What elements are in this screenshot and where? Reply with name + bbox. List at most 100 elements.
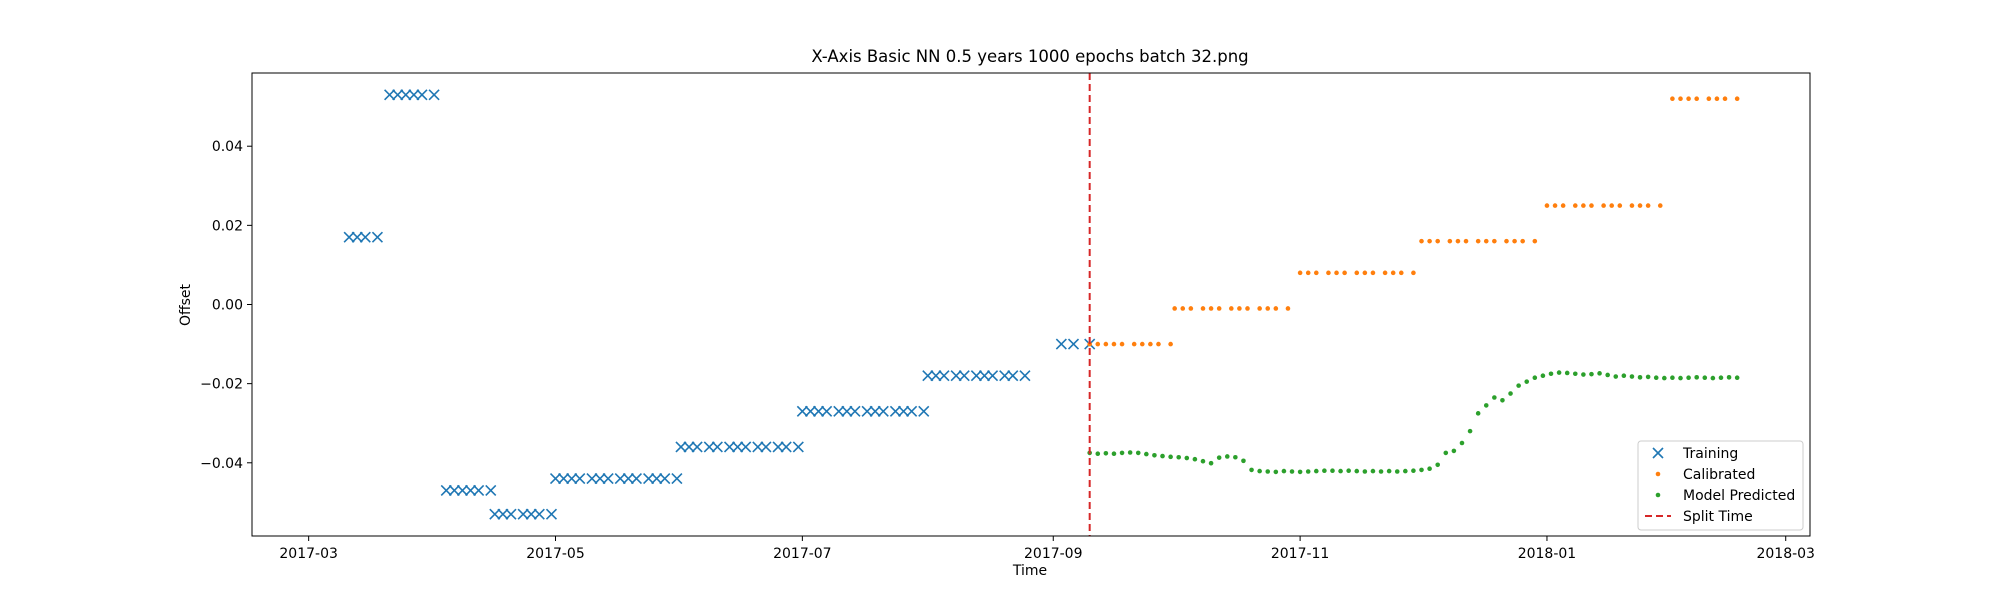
training-point bbox=[497, 508, 509, 520]
training-point bbox=[1055, 338, 1067, 350]
y-tick-label: 0.04 bbox=[212, 139, 243, 155]
series-model-predicted bbox=[1087, 370, 1740, 475]
training-point-stroke bbox=[740, 441, 752, 453]
training-point-stroke bbox=[772, 441, 784, 453]
calibrated-point bbox=[1714, 96, 1720, 102]
calibrated-point bbox=[1188, 306, 1194, 311]
training-point bbox=[877, 405, 889, 417]
predicted-point bbox=[1249, 467, 1254, 473]
training-point-stroke bbox=[517, 508, 529, 520]
training-point-stroke bbox=[683, 441, 695, 453]
predicted-point bbox=[1451, 448, 1457, 454]
training-point-stroke bbox=[643, 473, 655, 485]
training-point-stroke bbox=[473, 484, 485, 497]
calibrated-point bbox=[1103, 341, 1109, 347]
predicted-point bbox=[1273, 469, 1279, 475]
predicted-point bbox=[1475, 411, 1481, 416]
predicted-point bbox=[1144, 451, 1149, 457]
training-point bbox=[549, 473, 562, 485]
predicted-point bbox=[1095, 451, 1101, 456]
calibrated-point bbox=[1601, 203, 1606, 208]
training-point-stroke bbox=[485, 484, 497, 497]
predicted-point bbox=[1492, 395, 1497, 400]
calibrated-point bbox=[1572, 203, 1578, 208]
calibrated-point bbox=[1245, 306, 1250, 311]
calibrated-point bbox=[1617, 203, 1623, 208]
training-point bbox=[473, 484, 485, 497]
training-point bbox=[683, 441, 695, 453]
y-axis-label: Offset bbox=[178, 283, 194, 326]
training-point bbox=[711, 441, 723, 453]
predicted-point bbox=[1200, 458, 1206, 464]
training-point bbox=[456, 484, 468, 497]
training-point-stroke bbox=[796, 405, 808, 417]
training-point bbox=[723, 441, 736, 453]
series-training bbox=[343, 89, 1096, 520]
predicted-point bbox=[1338, 468, 1343, 474]
calibrated-point bbox=[1589, 203, 1594, 208]
predicted-point bbox=[1427, 466, 1432, 472]
training-point-stroke bbox=[906, 405, 918, 417]
training-point-stroke bbox=[889, 405, 901, 417]
training-point bbox=[558, 473, 570, 485]
predicted-point bbox=[1135, 450, 1141, 456]
calibrated-point bbox=[1139, 341, 1145, 347]
training-point-stroke bbox=[448, 484, 460, 497]
predicted-point bbox=[1394, 469, 1400, 474]
training-point-stroke bbox=[533, 508, 545, 520]
predicted-point bbox=[1540, 373, 1546, 379]
training-point bbox=[1019, 370, 1031, 382]
training-point-stroke bbox=[792, 441, 804, 453]
legend-label: Model Predicted bbox=[1683, 488, 1795, 504]
training-point bbox=[371, 231, 384, 243]
training-point-stroke bbox=[804, 405, 817, 417]
calibrated-point bbox=[1111, 341, 1117, 347]
training-point bbox=[841, 405, 853, 417]
predicted-point bbox=[1726, 375, 1732, 380]
training-point bbox=[351, 231, 363, 243]
training-point bbox=[897, 405, 910, 417]
calibrated-point bbox=[1326, 270, 1331, 276]
training-point-stroke bbox=[978, 370, 991, 382]
predicted-point bbox=[1241, 458, 1246, 464]
training-point bbox=[659, 473, 671, 485]
predicted-point bbox=[1192, 456, 1198, 462]
training-point bbox=[505, 508, 517, 520]
predicted-point bbox=[1419, 467, 1424, 473]
training-point bbox=[602, 473, 614, 485]
calibrated-point bbox=[1285, 306, 1291, 311]
x-tick-label: 2017-11 bbox=[1271, 546, 1330, 562]
calibrated-point bbox=[1148, 341, 1153, 347]
training-point-stroke bbox=[505, 508, 517, 520]
y-tick-label: −0.04 bbox=[200, 456, 243, 472]
training-point bbox=[566, 473, 578, 485]
calibrated-point bbox=[1362, 270, 1368, 276]
predicted-point bbox=[1322, 468, 1327, 474]
predicted-point bbox=[1532, 375, 1538, 381]
training-point bbox=[691, 441, 703, 453]
calibrated-point bbox=[1560, 203, 1566, 208]
predicted-point bbox=[1556, 370, 1562, 375]
training-point bbox=[918, 405, 930, 417]
training-point bbox=[796, 405, 808, 417]
predicted-point bbox=[1694, 375, 1699, 380]
training-point-stroke bbox=[574, 473, 586, 485]
training-point bbox=[416, 89, 428, 101]
predicted-point bbox=[1289, 469, 1295, 474]
calibrated-point bbox=[1390, 270, 1396, 276]
training-point bbox=[622, 473, 634, 485]
training-point-stroke bbox=[938, 370, 950, 382]
calibrated-point bbox=[1670, 96, 1675, 102]
training-point bbox=[780, 441, 792, 453]
training-point-stroke bbox=[428, 89, 440, 101]
legend-label: Split Time bbox=[1683, 509, 1753, 525]
training-point-stroke bbox=[732, 441, 744, 453]
y-tick-label: −0.02 bbox=[200, 377, 243, 393]
predicted-point bbox=[1305, 469, 1311, 474]
training-point bbox=[950, 370, 962, 382]
training-point bbox=[651, 473, 663, 485]
predicted-point bbox=[1702, 375, 1708, 381]
calibrated-point bbox=[1455, 238, 1461, 244]
predicted-point bbox=[1637, 375, 1643, 380]
training-point-stroke bbox=[343, 231, 355, 243]
